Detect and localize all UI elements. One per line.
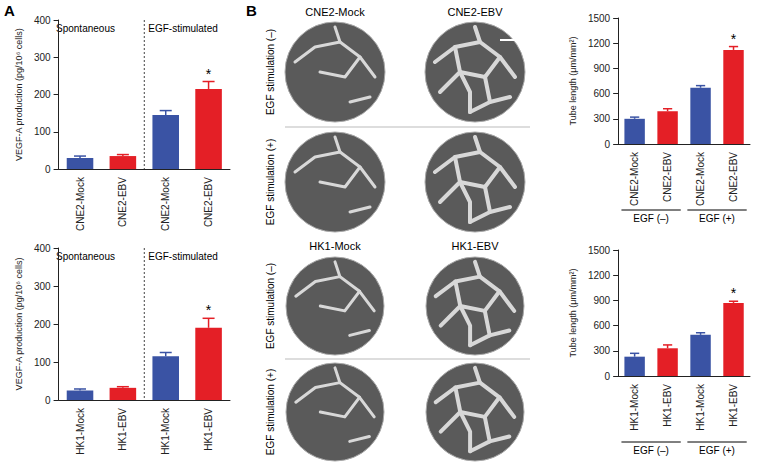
svg-text:HK1-Mock: HK1-Mock	[695, 383, 706, 431]
svg-text:200: 200	[34, 89, 51, 100]
svg-text:1500: 1500	[588, 245, 611, 256]
svg-text:EGF (+): EGF (+)	[699, 445, 735, 456]
svg-text:HK1-EBV: HK1-EBV	[451, 240, 499, 252]
svg-text:EGF stimulation (–): EGF stimulation (–)	[265, 29, 276, 115]
svg-text:300: 300	[593, 345, 610, 356]
svg-text:CNE2-EBV: CNE2-EBV	[728, 152, 739, 202]
svg-text:CNE2-EBV: CNE2-EBV	[662, 152, 673, 202]
svg-text:HK1-Mock: HK1-Mock	[309, 240, 361, 252]
svg-text:100: 100	[34, 126, 51, 137]
svg-text:HK1-EBV: HK1-EBV	[203, 408, 214, 451]
svg-text:0: 0	[605, 139, 611, 150]
svg-text:*: *	[206, 302, 212, 318]
svg-text:*: *	[206, 66, 212, 82]
svg-text:CNE2-Mock: CNE2-Mock	[695, 151, 706, 206]
svg-text:1200: 1200	[588, 270, 611, 281]
svg-text:EGF stimulation (+): EGF stimulation (+)	[265, 369, 276, 455]
svg-text:Tube length (μm/mm²): Tube length (μm/mm²)	[568, 37, 578, 126]
svg-text:1200: 1200	[588, 38, 611, 49]
svg-text:200: 200	[34, 319, 51, 330]
svg-text:CNE2-EBV: CNE2-EBV	[117, 177, 128, 227]
svg-text:EGF (+): EGF (+)	[699, 213, 735, 224]
svg-text:600: 600	[593, 88, 610, 99]
svg-text:900: 900	[593, 63, 610, 74]
svg-text:Spontaneous: Spontaneous	[56, 251, 115, 262]
svg-text:EGF stimulation (–): EGF stimulation (–)	[265, 263, 276, 349]
svg-text:1500: 1500	[588, 13, 611, 24]
html-text:B: B	[246, 2, 257, 19]
svg-text:EGF stimulation (+): EGF stimulation (+)	[265, 139, 276, 225]
svg-text:900: 900	[593, 295, 610, 306]
svg-text:HK1-Mock: HK1-Mock	[629, 383, 640, 431]
svg-text:0: 0	[45, 395, 51, 406]
svg-text:CNE2-EBV: CNE2-EBV	[203, 177, 214, 227]
svg-text:*: *	[731, 31, 737, 47]
svg-text:100: 100	[34, 357, 51, 368]
svg-text:0: 0	[605, 371, 611, 382]
svg-text:HK1-EBV: HK1-EBV	[662, 384, 673, 427]
svg-text:600: 600	[593, 320, 610, 331]
svg-text:EGF-stimulated: EGF-stimulated	[148, 23, 217, 34]
svg-text:300: 300	[34, 281, 51, 292]
svg-text:VEGF-A production (pg/10⁶ cell: VEGF-A production (pg/10⁶ cells)	[14, 258, 24, 391]
svg-text:EGF-stimulated: EGF-stimulated	[148, 251, 217, 262]
svg-text:CNE2-Mock: CNE2-Mock	[160, 176, 171, 231]
svg-text:0: 0	[45, 164, 51, 175]
svg-text:CNE2-Mock: CNE2-Mock	[629, 151, 640, 206]
svg-text:HK1-EBV: HK1-EBV	[728, 384, 739, 427]
html-text:A: A	[4, 2, 15, 19]
svg-text:Spontaneous: Spontaneous	[56, 23, 115, 34]
svg-text:400: 400	[34, 15, 51, 26]
svg-text:HK1-Mock: HK1-Mock	[75, 407, 86, 455]
svg-text:EGF (–): EGF (–)	[633, 213, 669, 224]
svg-text:VEGF-A production (pg/10⁶ cell: VEGF-A production (pg/10⁶ cells)	[14, 28, 24, 161]
svg-text:EGF (–): EGF (–)	[633, 445, 669, 456]
svg-text:Tube length (μm/mm²): Tube length (μm/mm²)	[568, 269, 578, 358]
svg-text:300: 300	[34, 52, 51, 63]
svg-text:CNE2-Mock: CNE2-Mock	[305, 6, 365, 18]
svg-text:HK1-Mock: HK1-Mock	[160, 407, 171, 455]
svg-text:CNE2-EBV: CNE2-EBV	[447, 6, 503, 18]
svg-text:HK1-EBV: HK1-EBV	[117, 408, 128, 451]
svg-text:*: *	[731, 285, 737, 301]
svg-text:300: 300	[593, 113, 610, 124]
svg-text:CNE2-Mock: CNE2-Mock	[75, 176, 86, 231]
svg-text:400: 400	[34, 243, 51, 254]
